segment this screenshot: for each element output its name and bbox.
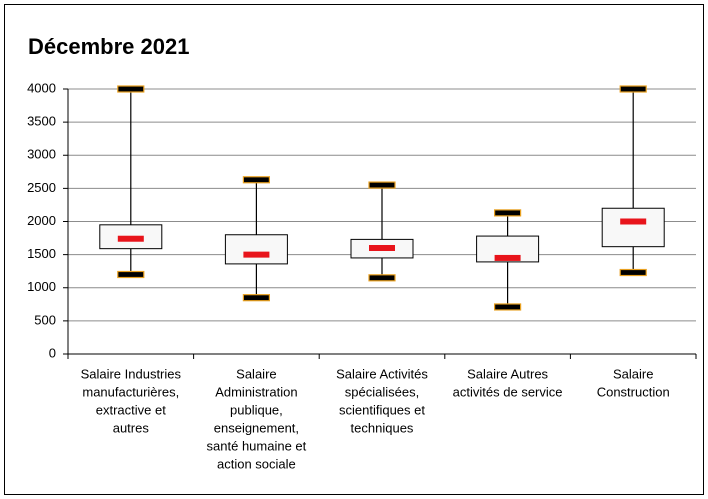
median — [117, 235, 144, 242]
x-tick-label: activités de service — [453, 384, 563, 399]
x-tick-label: autres — [113, 420, 150, 435]
x-tick-label: scientifiques et — [339, 402, 425, 417]
whisker-cap — [494, 209, 522, 217]
median — [620, 218, 647, 225]
x-tick-label: techniques — [351, 420, 414, 435]
y-tick-label: 2500 — [27, 180, 56, 195]
y-tick-label: 2000 — [27, 213, 56, 228]
x-tick-label: Administration — [215, 384, 297, 399]
whisker-cap — [619, 268, 647, 277]
y-tick-label: 4000 — [27, 80, 56, 95]
y-tick-label: 500 — [34, 312, 56, 327]
whisker-cap — [619, 85, 647, 93]
x-tick-label: spécialisées, — [345, 384, 419, 399]
x-tick-label: Salaire Autres — [467, 366, 548, 381]
whisker-cap — [368, 181, 396, 189]
x-tick-label: Salaire — [236, 366, 276, 381]
whisker-cap — [117, 85, 145, 93]
x-tick-label: enseignement, — [214, 420, 299, 435]
whisker-cap — [117, 270, 145, 279]
chart-title: Décembre 2021 — [28, 34, 189, 59]
x-tick-label: extractive et — [96, 402, 166, 417]
x-tick-label: manufacturières, — [82, 384, 179, 399]
whisker-cap — [368, 274, 396, 282]
y-tick-label: 1500 — [27, 246, 56, 261]
whisker-cap — [242, 176, 270, 184]
x-tick-label: santé humaine et — [207, 438, 307, 453]
x-tick-label: action sociale — [217, 456, 296, 471]
x-tick-label: publique, — [230, 402, 283, 417]
box — [224, 234, 288, 265]
x-tick-label: Salaire Industries — [81, 366, 182, 381]
box — [601, 207, 665, 248]
y-tick-label: 1000 — [27, 279, 56, 294]
median — [369, 245, 395, 251]
median — [494, 254, 521, 261]
median — [243, 251, 270, 258]
x-tick-label: Salaire — [613, 366, 653, 381]
whisker-cap — [242, 294, 270, 302]
x-tick-label: Salaire Activités — [336, 366, 428, 381]
whisker-cap — [494, 303, 522, 311]
y-tick-label: 3500 — [27, 114, 56, 129]
x-tick-label: Construction — [597, 384, 670, 399]
y-tick-label: 3000 — [27, 147, 56, 162]
y-tick-label: 0 — [49, 345, 56, 360]
